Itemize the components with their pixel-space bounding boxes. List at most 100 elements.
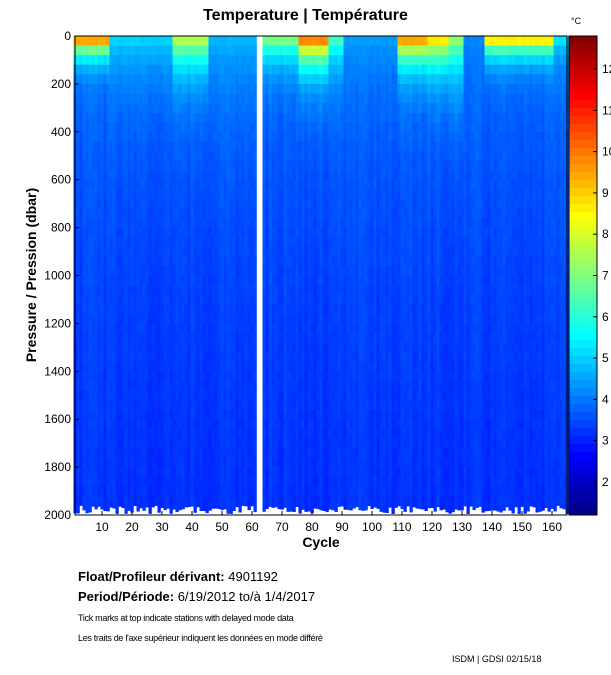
heatmap-cell (337, 332, 341, 343)
heatmap-cell (136, 74, 140, 85)
heatmap-cell (340, 208, 344, 219)
heatmap-cell (196, 294, 200, 305)
heatmap-cell (106, 112, 110, 123)
heatmap-cell (88, 342, 92, 353)
heatmap-cell (343, 141, 347, 152)
heatmap-cell (376, 237, 380, 248)
heatmap-cell (226, 93, 230, 104)
heatmap-cell (196, 457, 200, 468)
heatmap-cell (106, 361, 110, 372)
heatmap-cell (241, 457, 245, 468)
heatmap-cell (292, 352, 296, 363)
heatmap-cell (313, 380, 317, 391)
heatmap-cell (169, 237, 173, 248)
heatmap-cell (214, 246, 218, 257)
heatmap-cell (370, 447, 374, 458)
heatmap-cell (79, 208, 83, 219)
heatmap-cell (121, 505, 125, 509)
heatmap-cell (163, 486, 167, 497)
heatmap-cell (91, 36, 95, 46)
heatmap-cell (184, 294, 188, 305)
heatmap-cell (103, 342, 107, 353)
heatmap-cell (367, 189, 371, 200)
heatmap-cell (265, 361, 269, 372)
heatmap-cell (244, 198, 248, 209)
heatmap-cell (76, 246, 80, 257)
heatmap-cell (370, 93, 374, 104)
heatmap-cell (208, 36, 212, 46)
heatmap-cell (220, 74, 224, 85)
heatmap-cell (283, 55, 287, 66)
heatmap-cell (172, 237, 176, 248)
heatmap-cell (364, 361, 368, 372)
heatmap-cell (100, 150, 104, 161)
heatmap-cell (370, 227, 374, 238)
colorbar-unit: °C (571, 16, 582, 26)
heatmap-cell (196, 122, 200, 133)
heatmap-cell (82, 457, 86, 468)
heatmap-cell (82, 36, 86, 46)
heatmap-cell (139, 36, 143, 46)
heatmap-cell (136, 103, 140, 113)
heatmap-cell (343, 285, 347, 295)
heatmap-cell (328, 409, 332, 420)
heatmap-cell (280, 93, 284, 104)
heatmap-cell (223, 256, 227, 267)
heatmap-cell (328, 400, 332, 410)
heatmap-cell (274, 198, 278, 209)
heatmap-cell (109, 457, 113, 468)
heatmap-cell (319, 131, 323, 142)
heatmap-cell (244, 64, 248, 75)
heatmap-cell (343, 93, 347, 104)
heatmap-cell (352, 428, 356, 439)
heatmap-cell (199, 141, 203, 152)
heatmap-cell (208, 150, 212, 161)
heatmap-cell (82, 198, 86, 209)
heatmap-cell (364, 505, 368, 511)
heatmap-cell (136, 179, 140, 190)
heatmap-cell (238, 419, 242, 430)
heatmap-cell (337, 189, 341, 200)
heatmap-cell (166, 285, 170, 295)
heatmap-cell (178, 361, 182, 372)
heatmap-cell (241, 323, 245, 334)
heatmap-cell (121, 409, 125, 420)
heatmap-cell (145, 112, 149, 123)
heatmap-cell (328, 371, 332, 382)
heatmap-cell (121, 160, 125, 171)
heatmap-cell (334, 208, 338, 219)
heatmap-cell (94, 112, 98, 123)
heatmap-cell (202, 55, 206, 66)
heatmap-cell (157, 227, 161, 238)
heatmap-cell (88, 256, 92, 267)
heatmap-cell (271, 246, 275, 257)
heatmap-cell (91, 467, 95, 477)
heatmap-cell (268, 131, 272, 142)
heatmap-cell (91, 505, 95, 507)
heatmap-cell (244, 304, 248, 315)
heatmap-cell (217, 198, 221, 209)
heatmap-cell (289, 93, 293, 104)
heatmap-cell (325, 275, 329, 286)
heatmap-cell (295, 438, 299, 449)
heatmap-cell (208, 409, 212, 420)
heatmap-cell (142, 294, 146, 305)
heatmap-cell (304, 64, 308, 75)
heatmap-cell (337, 112, 341, 123)
heatmap-cell (106, 93, 110, 104)
heatmap-cell (367, 141, 371, 152)
heatmap-cell (184, 323, 188, 334)
heatmap-cell (85, 409, 89, 420)
heatmap-cell (223, 246, 227, 257)
heatmap-cell (76, 237, 80, 248)
heatmap-cell (286, 275, 290, 286)
heatmap-cell (340, 294, 344, 305)
heatmap-cell (229, 45, 233, 56)
heatmap-cell (130, 141, 134, 152)
heatmap-cell (358, 179, 362, 190)
heatmap-cell (340, 160, 344, 171)
heatmap-cell (268, 55, 272, 66)
heatmap-cell (214, 447, 218, 458)
heatmap-cell (166, 409, 170, 420)
heatmap-cell (346, 256, 350, 267)
